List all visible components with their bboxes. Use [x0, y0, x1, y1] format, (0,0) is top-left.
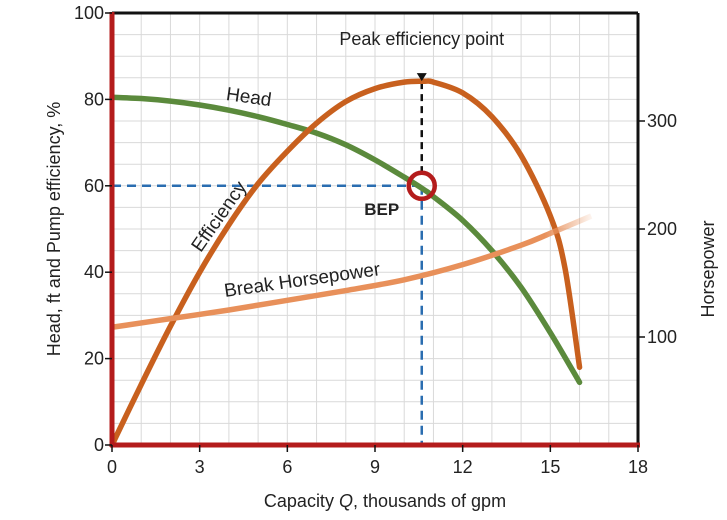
plot-frame: [105, 11, 645, 452]
bep-guides: [112, 82, 424, 445]
tick-labels: 0 3 6 9 12 15 18 0 20 40 60 80 100 100 200 300: [74, 3, 677, 477]
y-left-axis-title: Head, ft and Pump efficiency, %: [44, 102, 64, 356]
x-tick-label: 12: [453, 457, 473, 477]
y-left-tick-label: 0: [94, 435, 104, 455]
efficiency-series-label: Efficiency: [188, 177, 252, 256]
series: [109, 73, 593, 448]
y-left-tick-label: 80: [84, 89, 104, 109]
x-tick-label: 3: [195, 457, 205, 477]
series-line-break-horsepower: [111, 213, 593, 331]
y-left-tick-label: 60: [84, 176, 104, 196]
x-tick-label: 9: [370, 457, 380, 477]
x-tick-label: 15: [540, 457, 560, 477]
x-axis-title: Capacity Q, thousands of gpm: [264, 491, 506, 511]
y-left-tick-label: 20: [84, 349, 104, 369]
y-right-tick-label: 200: [647, 219, 677, 239]
y-right-tick-label: 300: [647, 111, 677, 131]
y-right-axis-title: Horsepower: [698, 220, 718, 317]
bep-marker: [406, 170, 438, 202]
peak-arrow-icon: [416, 73, 427, 82]
x-axis-title-suffix: , thousands of gpm: [353, 491, 506, 511]
bep-label: BEP: [364, 200, 399, 219]
x-tick-label: 0: [107, 457, 117, 477]
x-axis-title-variable: Q: [339, 491, 353, 511]
x-axis-title-prefix: Capacity: [264, 491, 339, 511]
x-tick-label: 6: [282, 457, 292, 477]
y-left-tick-label: 40: [84, 262, 104, 282]
y-right-tick-label: 100: [647, 327, 677, 347]
series-line-efficiency: [109, 78, 583, 448]
y-left-tick-label: 100: [74, 3, 104, 23]
grid: [112, 13, 638, 445]
x-tick-label: 18: [628, 457, 648, 477]
head-series-label: Head: [225, 84, 273, 111]
peak-efficiency-label: Peak efficiency point: [339, 29, 504, 49]
